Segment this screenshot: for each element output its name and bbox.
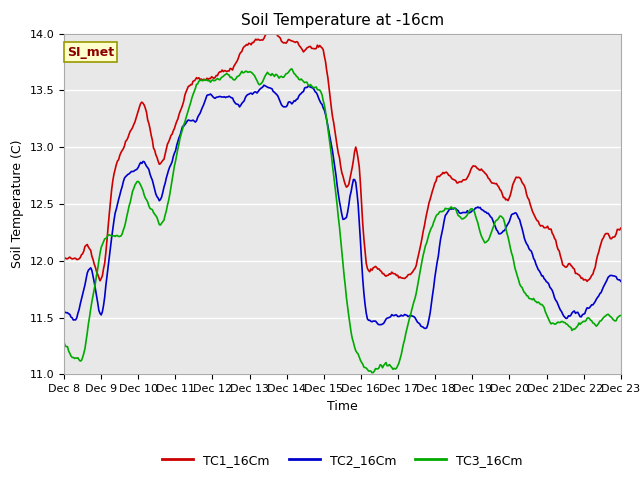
Legend: TC1_16Cm, TC2_16Cm, TC3_16Cm: TC1_16Cm, TC2_16Cm, TC3_16Cm — [157, 449, 528, 472]
TC3_16Cm — [472, 213, 479, 219]
TC3_16Cm — [374, 366, 381, 372]
TC1_16Cm — [399, 276, 407, 281]
X-axis label: Time: Time — [327, 400, 358, 413]
TC1_16Cm — [296, 44, 304, 49]
TC1_16Cm — [617, 225, 625, 231]
TC3_16Cm — [288, 66, 296, 72]
TC1_16Cm — [267, 24, 275, 30]
Line: TC1_16Cm: TC1_16Cm — [64, 27, 621, 281]
TC3_16Cm — [401, 337, 408, 343]
TC2_16Cm — [617, 278, 625, 284]
TC2_16Cm — [260, 82, 268, 88]
TC2_16Cm — [422, 325, 429, 331]
TC2_16Cm — [568, 310, 576, 316]
TC3_16Cm — [617, 312, 625, 318]
TC3_16Cm — [368, 370, 376, 376]
TC3_16Cm — [234, 74, 241, 80]
TC1_16Cm — [470, 163, 478, 169]
TC2_16Cm — [296, 92, 304, 97]
Line: TC3_16Cm: TC3_16Cm — [64, 69, 621, 373]
TC1_16Cm — [60, 254, 68, 260]
TC1_16Cm — [567, 263, 575, 268]
TC2_16Cm — [373, 320, 381, 325]
TC3_16Cm — [60, 339, 68, 345]
TC1_16Cm — [373, 264, 381, 270]
TC2_16Cm — [60, 309, 68, 315]
TC2_16Cm — [399, 313, 407, 319]
TC2_16Cm — [234, 101, 241, 107]
TC1_16Cm — [234, 58, 241, 64]
TC3_16Cm — [296, 77, 304, 83]
TC3_16Cm — [568, 327, 576, 333]
Title: Soil Temperature at -16cm: Soil Temperature at -16cm — [241, 13, 444, 28]
TC2_16Cm — [472, 205, 479, 211]
Y-axis label: Soil Temperature (C): Soil Temperature (C) — [11, 140, 24, 268]
Line: TC2_16Cm: TC2_16Cm — [64, 85, 621, 328]
TC1_16Cm — [583, 278, 591, 284]
Text: SI_met: SI_met — [67, 46, 114, 59]
